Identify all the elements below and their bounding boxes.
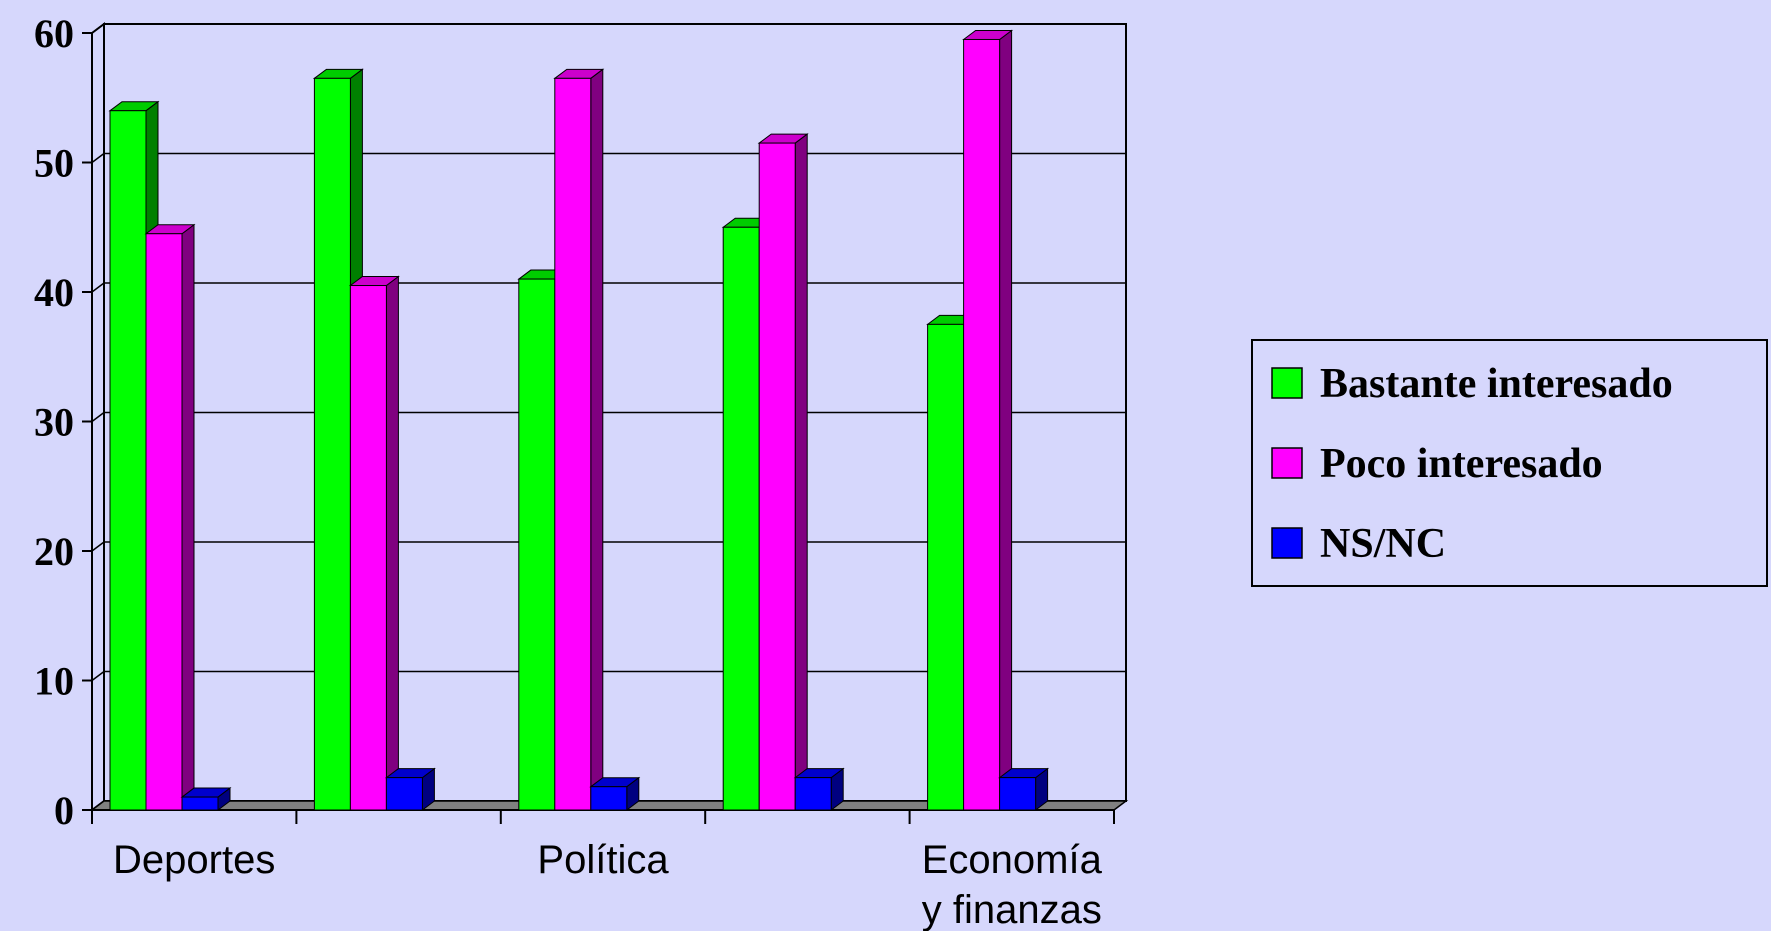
- y-tick-label: 60: [34, 11, 74, 56]
- gridline-side: [91, 670, 105, 682]
- y-tick-label: 40: [34, 270, 74, 315]
- x-tick-label: y finanzas: [922, 888, 1102, 931]
- bar-side: [999, 29, 1013, 811]
- gridline-side: [91, 282, 105, 293]
- bar: [109, 110, 147, 811]
- legend-label: Poco interesado: [1320, 441, 1603, 487]
- y-tick-label: 30: [34, 400, 74, 445]
- bar: [518, 278, 556, 811]
- bar-side: [385, 275, 399, 811]
- x-tick-label: Economía: [922, 838, 1103, 882]
- bar: [590, 786, 628, 811]
- legend-swatch: [1271, 527, 1303, 559]
- gridline-side: [91, 541, 105, 552]
- gridline-side: [91, 411, 105, 423]
- bar: [145, 233, 183, 811]
- y-tick-label: 0: [54, 788, 74, 833]
- bar: [313, 77, 351, 811]
- bar: [794, 777, 832, 811]
- gridline-side: [91, 152, 105, 164]
- bar: [385, 777, 423, 811]
- legend-box: [1251, 339, 1768, 587]
- bar: [927, 323, 965, 811]
- bar-side: [181, 223, 195, 811]
- legend-label: Bastante interesado: [1320, 361, 1673, 407]
- bar-side: [590, 68, 604, 811]
- y-tick-label: 10: [34, 659, 74, 704]
- bar: [349, 285, 387, 811]
- bar-side: [794, 133, 808, 811]
- y-tick-label: 50: [34, 141, 74, 186]
- bar: [181, 796, 219, 811]
- legend-swatch: [1271, 447, 1303, 479]
- legend-label: NS/NC: [1320, 521, 1446, 567]
- bar: [758, 142, 796, 811]
- x-tick-label: Política: [537, 838, 669, 882]
- y-tick-label: 20: [34, 529, 74, 574]
- bar: [963, 38, 1001, 811]
- bar: [722, 226, 760, 811]
- bar: [554, 77, 592, 811]
- x-tick-label: Deportes: [113, 838, 275, 882]
- bar: [999, 777, 1037, 811]
- gridline-side: [91, 23, 105, 34]
- legend-swatch: [1271, 367, 1303, 399]
